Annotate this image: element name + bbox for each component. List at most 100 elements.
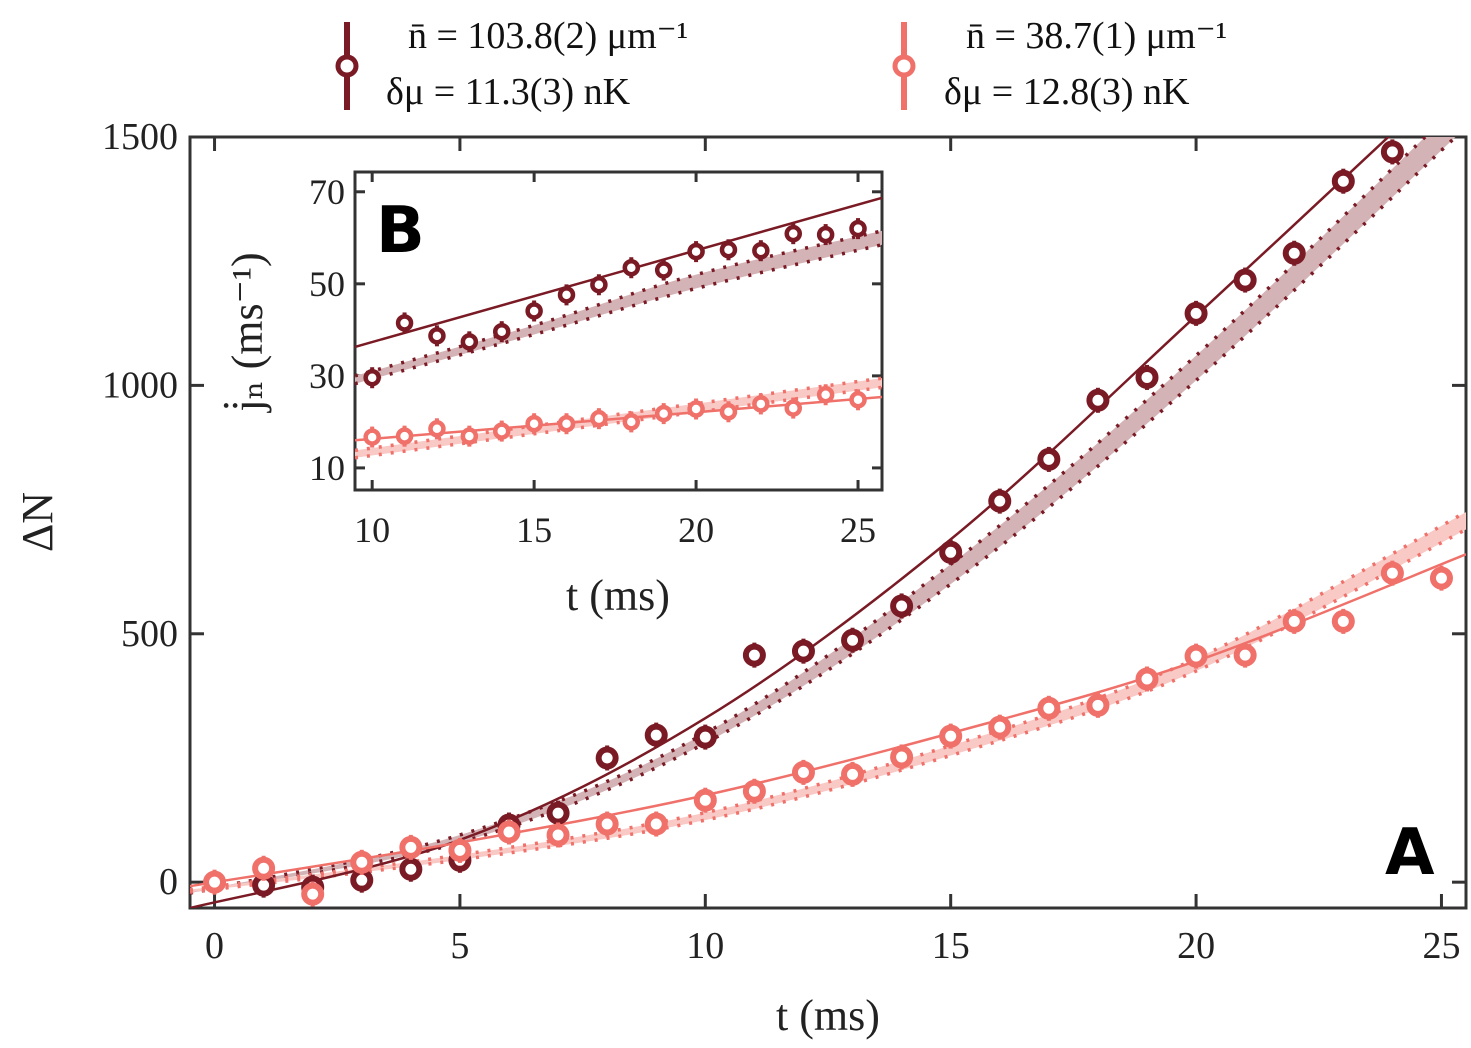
data-point-light — [1184, 643, 1208, 669]
marker-ring — [546, 801, 570, 825]
data-point-dark — [428, 325, 446, 347]
fit-bound-upper-dotted — [190, 510, 1466, 892]
data-point-dark — [525, 300, 543, 322]
marker-ring — [203, 870, 227, 894]
x-tick-label: 10 — [686, 925, 724, 967]
marker-ring — [752, 395, 770, 413]
fit-line-solid — [355, 196, 882, 349]
data-point-light — [497, 819, 521, 845]
data-point-dark — [752, 240, 770, 262]
marker-ring — [460, 427, 479, 445]
data-point-light — [654, 403, 673, 425]
data-point-dark — [395, 312, 414, 334]
data-point-dark — [557, 284, 576, 306]
data-point-dark — [841, 627, 865, 653]
data-point-dark — [590, 274, 608, 296]
marker-ring — [428, 420, 446, 438]
fit-bound-lower-dotted — [355, 385, 882, 460]
data-point-light — [784, 397, 802, 419]
marker-ring — [742, 779, 766, 803]
data-point-light — [841, 761, 865, 787]
marker-ring — [687, 400, 705, 418]
marker-ring — [890, 745, 914, 769]
data-point-light — [399, 834, 423, 860]
x-tick-label: 15 — [516, 510, 552, 550]
data-point-light — [687, 398, 705, 420]
legend: n̄ = 103.8(2) μm⁻¹ δμ = 11.3(3) nK n̄ = … — [335, 15, 1227, 113]
marker-ring — [622, 413, 641, 431]
marker-ring — [939, 540, 963, 564]
marker-ring — [841, 762, 865, 786]
legend-line1: n̄ = 103.8(2) μm⁻¹ — [408, 15, 688, 57]
data-point-light — [742, 778, 766, 804]
fit-confidence-band — [355, 230, 882, 384]
marker-ring — [890, 594, 914, 618]
marker-ring — [1331, 169, 1355, 193]
data-point-dark — [399, 856, 423, 882]
data-point-dark — [742, 642, 766, 668]
data-point-dark — [687, 241, 705, 263]
data-point-dark — [492, 321, 511, 343]
y-tick-label: 30 — [309, 356, 345, 396]
legend-line2: δμ = 12.8(3) nK — [944, 71, 1190, 113]
marker-ring — [1429, 566, 1453, 590]
data-point-light — [448, 837, 472, 863]
data-point-light — [752, 393, 770, 415]
marker-ring — [1037, 447, 1061, 471]
data-point-light — [816, 384, 835, 406]
fit-bound-upper-dotted — [355, 376, 882, 453]
data-point-light — [301, 881, 325, 907]
marker-ring — [492, 422, 511, 440]
panel-b-inset: 10 15 20 25 10 30 50 70 t (ms) j̇ₙ (ms⁻¹) B — [223, 170, 884, 620]
x-tick-label: 5 — [450, 925, 469, 967]
marker-ring — [719, 241, 738, 259]
marker-ring — [557, 286, 576, 304]
marker-ring — [497, 820, 521, 844]
marker-ring — [546, 823, 570, 847]
marker-ring — [1184, 301, 1208, 325]
marker-ring — [784, 224, 802, 243]
data-point-light — [395, 425, 414, 447]
legend-marker-ring — [892, 54, 916, 78]
data-point-dark — [363, 367, 381, 389]
data-point-light — [644, 811, 668, 837]
data-point-light — [350, 849, 374, 875]
data-point-light — [460, 425, 479, 447]
y-tick-label: 1000 — [102, 364, 178, 406]
y-tick-label: 70 — [309, 172, 345, 212]
data-point-light — [988, 714, 1012, 740]
data-point-light — [1135, 666, 1159, 692]
panel-label-a: A — [1385, 816, 1435, 890]
marker-ring — [742, 643, 766, 667]
marker-ring — [525, 302, 543, 320]
marker-ring — [363, 428, 381, 446]
data-point-light — [428, 418, 446, 440]
data-point-dark — [460, 331, 479, 353]
marker-ring — [363, 368, 381, 387]
data-points — [363, 218, 867, 448]
legend-entry-light: n̄ = 38.7(1) μm⁻¹ δμ = 12.8(3) nK — [892, 15, 1227, 113]
data-point-light — [849, 389, 867, 411]
marker-ring — [301, 882, 325, 906]
data-point-light — [939, 723, 963, 749]
data-point-light — [1429, 565, 1453, 591]
x-tick-label: 25 — [840, 510, 876, 550]
y-tick-label: 50 — [309, 264, 345, 304]
marker-ring — [1037, 696, 1061, 720]
data-point-dark — [719, 239, 738, 261]
marker-ring — [849, 391, 867, 409]
data-point-dark — [1037, 446, 1061, 472]
marker-ring — [1233, 643, 1257, 667]
y-tick-label: 0 — [159, 861, 178, 903]
panel-label-b: B — [376, 194, 425, 268]
data-point-dark — [1184, 300, 1208, 326]
data-point-dark — [1282, 240, 1306, 266]
legend-entry-dark: n̄ = 103.8(2) μm⁻¹ δμ = 11.3(3) nK — [335, 15, 688, 113]
data-point-light — [525, 413, 543, 435]
data-point-dark — [939, 539, 963, 565]
marker-ring — [841, 628, 865, 652]
marker-ring — [590, 275, 608, 294]
marker-ring — [557, 414, 576, 433]
marker-ring — [399, 857, 423, 881]
marker-ring — [395, 427, 414, 445]
